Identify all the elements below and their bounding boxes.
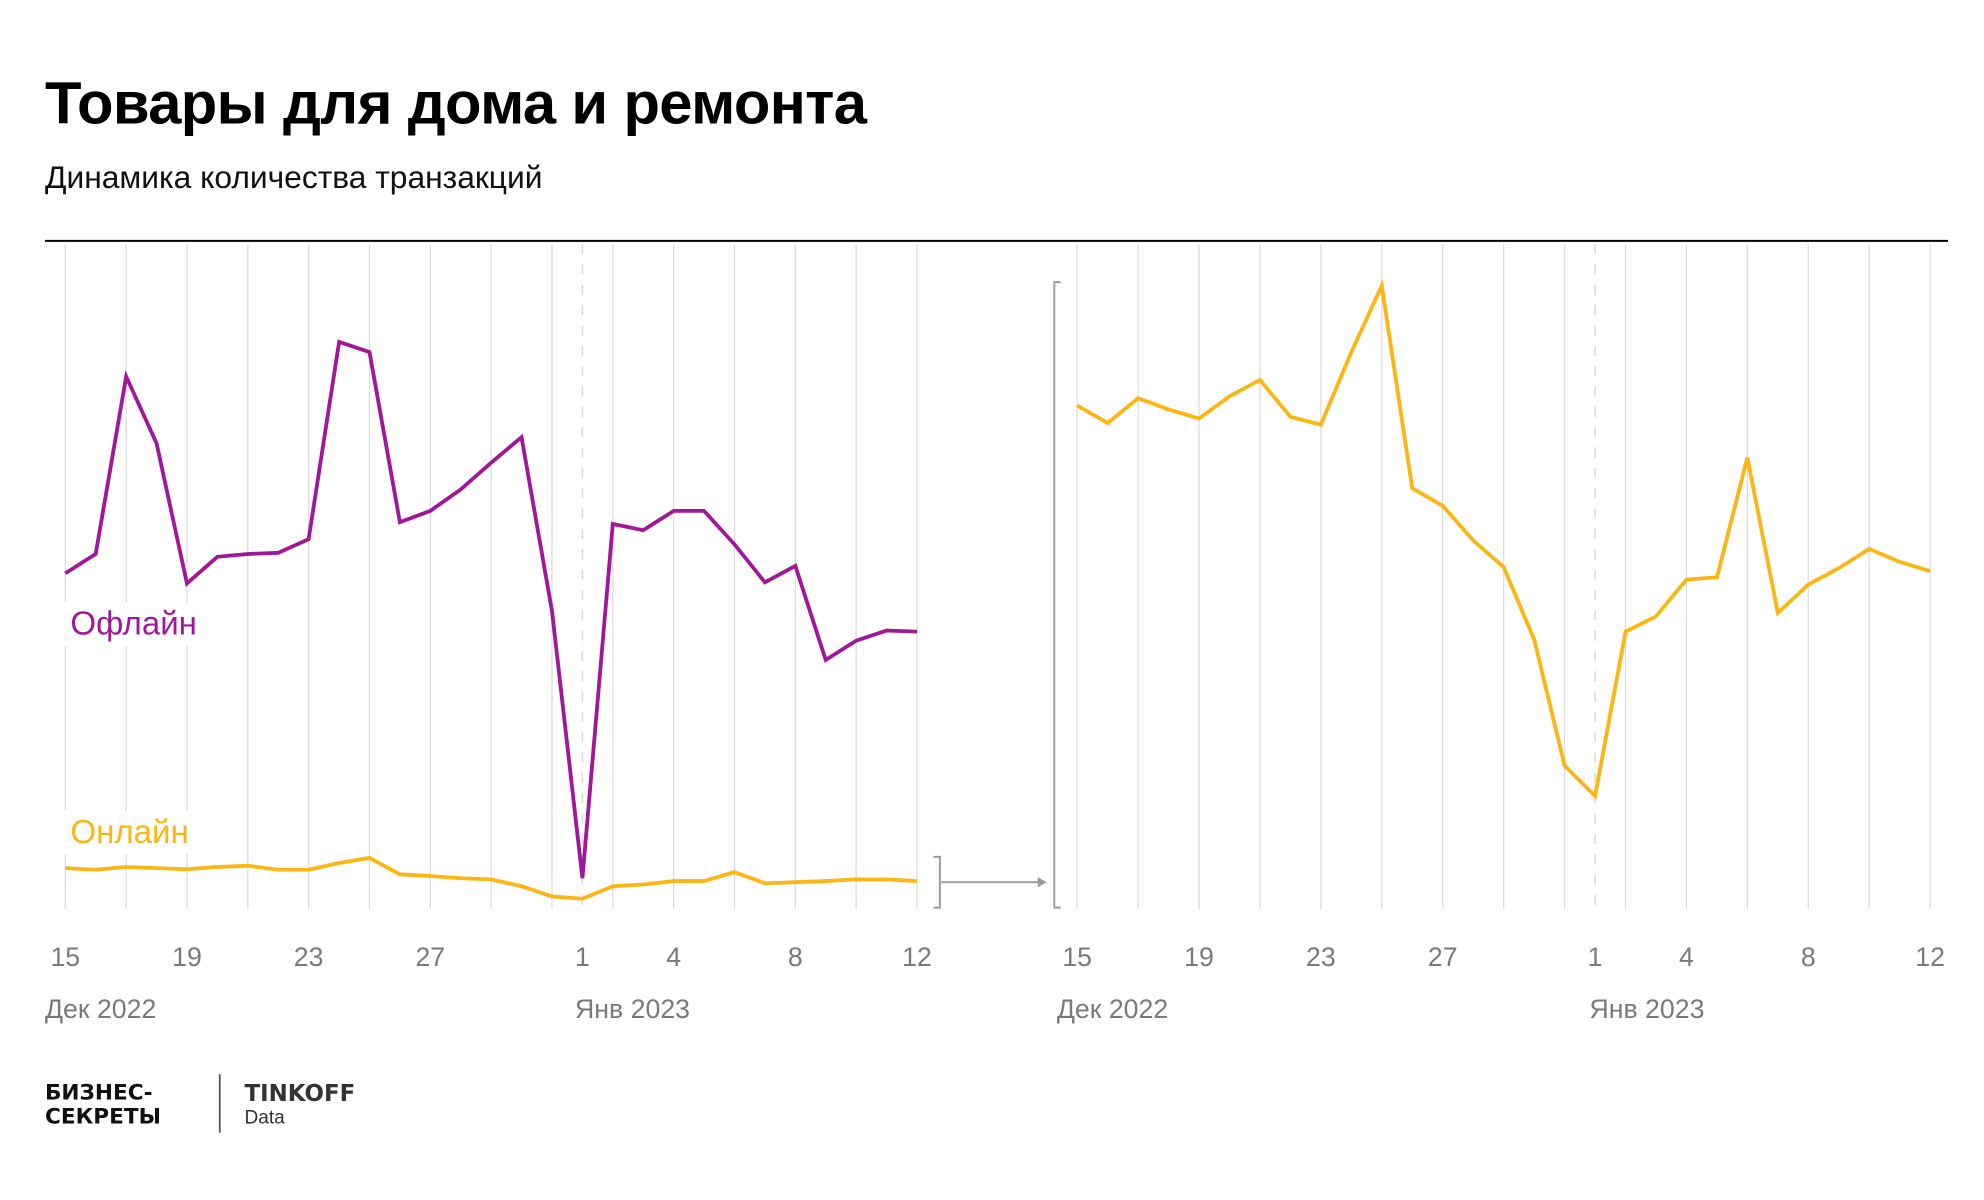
left-chart: 15 19 23 27 1 4 8 12 Дек 2022 Янв 2023 Офлайн О…: [45, 244, 932, 1024]
right-gridlines: [1076, 244, 1931, 909]
tick-label: 27: [415, 942, 445, 972]
tick-label: 4: [1679, 942, 1694, 972]
logo-biznes-sekrety-line1: БИЗНЕС-: [45, 1081, 153, 1106]
right-month-label-dec: Дек 2022: [1057, 994, 1168, 1024]
tick-label: 27: [1428, 942, 1458, 972]
tick-label: 23: [1306, 942, 1336, 972]
logo-tinkoff: TINKOFF: [245, 1081, 356, 1107]
tick-label: 23: [294, 942, 324, 972]
arrow-head-icon: [1037, 877, 1047, 888]
left-gridlines: [64, 244, 918, 909]
page-subtitle: Динамика количества транзакций: [45, 159, 543, 195]
logo-tinkoff-data: Data: [245, 1108, 286, 1129]
offline-series-label: Офлайн: [70, 605, 197, 642]
tick-label: 1: [1588, 942, 1603, 972]
tick-label: 12: [902, 942, 932, 972]
tick-label: 8: [1801, 942, 1816, 972]
online-series-line: [1076, 279, 1931, 800]
online-label-bg: [64, 811, 204, 855]
right-chart: 15 19 23 27 1 4 8 12 Дек 2022 Янв 2023: [1057, 244, 1945, 1024]
left-month-label-dec: Дек 2022: [45, 994, 156, 1024]
tick-label: 1: [575, 942, 590, 972]
page-title: Товары для дома и ремонта: [45, 69, 868, 136]
right-month-label-jan: Янв 2023: [1589, 994, 1704, 1024]
online-series-label: Онлайн: [70, 814, 188, 851]
tick-label: 15: [1062, 942, 1092, 972]
offline-label-bg: [64, 602, 204, 646]
tick-label: 4: [666, 942, 681, 972]
left-month-label-jan: Янв 2023: [575, 994, 690, 1024]
large-bracket: [1053, 281, 1061, 909]
tick-label: 19: [1184, 942, 1214, 972]
small-bracket: [933, 855, 941, 909]
footer-logos: БИЗНЕС- СЕКРЕТЫ TINKOFF Data: [45, 1074, 356, 1133]
right-tick-labels: 15 19 23 27 1 4 8 12: [1062, 942, 1945, 972]
tick-label: 12: [1915, 942, 1945, 972]
logo-biznes-sekrety-line2: СЕКРЕТЫ: [45, 1105, 161, 1130]
left-tick-labels: 15 19 23 27 1 4 8 12: [50, 942, 931, 972]
tick-label: 19: [172, 942, 202, 972]
tick-label: 8: [788, 942, 803, 972]
zoom-annotation: [933, 281, 1061, 909]
tick-label: 15: [50, 942, 80, 972]
